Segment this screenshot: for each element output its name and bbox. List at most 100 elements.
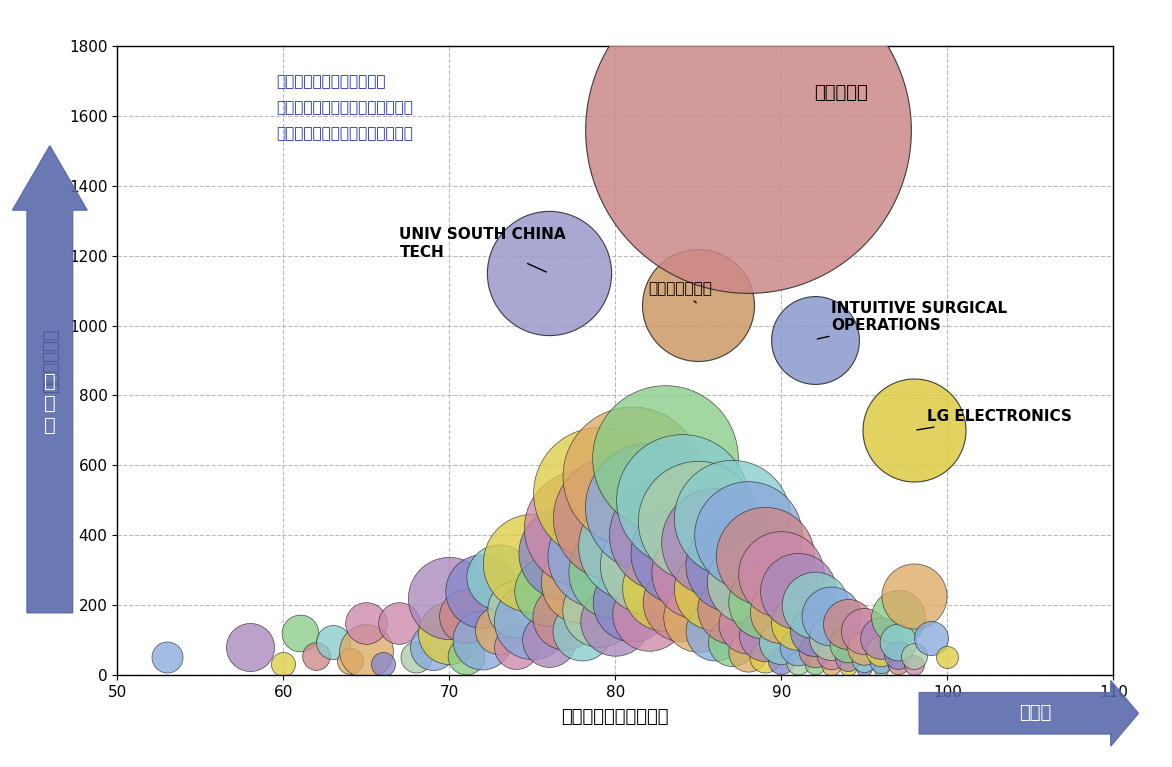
Point — [356, 617, 375, 629]
Point — [772, 568, 791, 580]
Point — [822, 610, 840, 622]
Point — [390, 617, 409, 629]
Point — [606, 614, 625, 627]
Point — [656, 581, 675, 594]
Point — [457, 650, 476, 662]
Point — [838, 618, 857, 630]
Y-axis label: 権利者スコア: 権利者スコア — [42, 328, 61, 393]
Point — [789, 641, 808, 653]
Point — [872, 656, 891, 668]
Point — [506, 641, 525, 653]
Text: ファナック: ファナック — [815, 84, 868, 102]
Point — [706, 625, 724, 637]
X-axis label: パテントスコア最高値: パテントスコア最高値 — [561, 708, 669, 726]
Point — [689, 566, 708, 578]
Point — [473, 585, 492, 597]
Point — [872, 632, 891, 644]
Point — [656, 529, 675, 542]
Point — [457, 610, 476, 622]
Point — [291, 627, 309, 639]
Point — [822, 649, 840, 661]
Point — [557, 547, 575, 559]
Point — [590, 550, 608, 562]
Point — [274, 658, 293, 670]
Text: 円の大きさ：有効特許件数
　縦軸：権利者スコア（総合力）
　横軸：スコア最高値（個別力）: 円の大きさ：有効特許件数 縦軸：権利者スコア（総合力） 横軸：スコア最高値（個別… — [277, 74, 414, 141]
Point — [573, 522, 592, 535]
Point — [838, 661, 857, 673]
Point — [772, 636, 791, 648]
Text: 個別力: 個別力 — [1018, 704, 1051, 723]
Point — [539, 267, 558, 279]
Point — [838, 652, 857, 664]
Point — [805, 599, 824, 611]
Point — [639, 607, 657, 620]
Point — [506, 602, 525, 614]
Point — [888, 611, 907, 624]
Point — [158, 651, 177, 663]
Text: LG ELECTRONICS: LG ELECTRONICS — [917, 409, 1072, 430]
Point — [673, 595, 691, 607]
Point — [590, 487, 608, 499]
Point — [240, 641, 259, 653]
Point — [772, 606, 791, 618]
Point — [622, 539, 641, 551]
FancyArrow shape — [13, 146, 87, 613]
Point — [738, 646, 757, 658]
Point — [656, 453, 675, 465]
Point — [673, 494, 691, 506]
Point — [805, 625, 824, 637]
Point — [805, 645, 824, 657]
Text: 総
合
力: 総 合 力 — [43, 372, 56, 435]
Point — [838, 637, 857, 650]
Point — [789, 617, 808, 629]
Point — [722, 558, 741, 571]
Point — [490, 624, 509, 636]
Point — [888, 636, 907, 648]
Point — [539, 634, 558, 646]
Point — [805, 334, 824, 346]
Point — [755, 651, 774, 663]
Point — [856, 654, 874, 667]
Point — [789, 657, 808, 669]
Point — [573, 576, 592, 588]
Point — [805, 658, 824, 670]
Point — [738, 576, 757, 588]
Point — [706, 583, 724, 595]
Point — [822, 632, 840, 644]
Point — [755, 629, 774, 641]
Point — [722, 602, 741, 614]
Point — [523, 557, 541, 569]
Point — [539, 585, 558, 597]
FancyArrow shape — [919, 680, 1138, 746]
Point — [590, 604, 608, 617]
Point — [606, 512, 625, 524]
Point — [921, 632, 940, 644]
Point — [407, 651, 425, 663]
Point — [473, 634, 492, 646]
Text: ソニーグループ: ソニーグループ — [648, 281, 713, 303]
Point — [755, 595, 774, 607]
Point — [738, 123, 757, 136]
Point — [622, 469, 641, 482]
Point — [689, 515, 708, 528]
Point — [706, 536, 724, 548]
Point — [722, 512, 741, 524]
Point — [872, 663, 891, 675]
Point — [557, 611, 575, 624]
Point — [905, 424, 924, 436]
Point — [423, 641, 442, 653]
Point — [888, 649, 907, 661]
Point — [738, 529, 757, 542]
Point — [356, 644, 375, 657]
Point — [856, 662, 874, 674]
Point — [490, 571, 509, 583]
Text: INTUITIVE SURGICAL
OPERATIONS: INTUITIVE SURGICAL OPERATIONS — [817, 301, 1007, 339]
Point — [639, 558, 657, 571]
Point — [872, 645, 891, 657]
Point — [938, 650, 956, 663]
Point — [772, 655, 791, 667]
Point — [856, 641, 874, 653]
Point — [440, 592, 458, 604]
Point — [622, 595, 641, 607]
Point — [822, 660, 840, 673]
